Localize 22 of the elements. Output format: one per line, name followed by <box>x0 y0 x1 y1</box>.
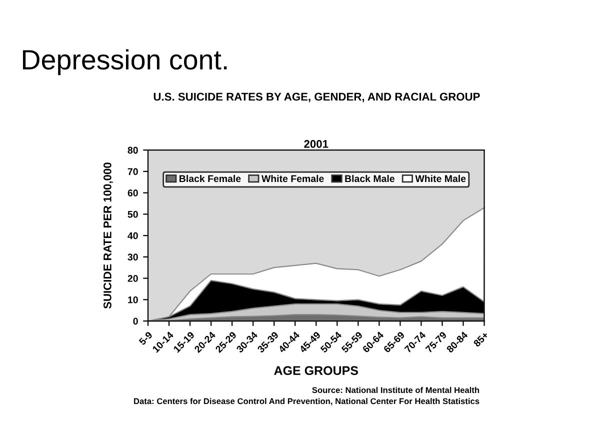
x-tick-label: 5-9 <box>138 331 153 346</box>
y-tick-label: 10 <box>128 296 138 304</box>
y-tick-label: 70 <box>128 168 138 176</box>
legend-label: Black Female <box>180 174 241 182</box>
y-tick-label: 50 <box>128 210 138 218</box>
text: Depression cont. <box>23 49 227 76</box>
y-tick-label: 0 <box>133 318 138 325</box>
chart-title: U.S. SUICIDE RATES BY AGE, GENDER, AND RACIAL GROUP <box>154 92 480 102</box>
legend-label: White Female <box>261 174 324 182</box>
y-axis-title: SUICIDE RATE PER 100,000 <box>104 162 113 309</box>
x-tick-label: 85+ <box>472 331 490 348</box>
legend-label: Black Male <box>345 174 394 182</box>
y-tick-label: 20 <box>128 275 138 282</box>
text: Data: Centers for Disease Control And Prevention, National Center For Health Statistics <box>134 398 480 406</box>
y-tick-label: 40 <box>128 232 138 240</box>
source-note: Source: National Institute of Mental Health <box>312 386 480 394</box>
y-tick-label: 60 <box>128 190 138 196</box>
legend-label: White Male <box>415 174 466 182</box>
x-axis-title: AGE GROUPS <box>274 366 358 376</box>
chart-subtitle: 2001 <box>304 140 328 148</box>
y-tick-label: 30 <box>128 254 138 261</box>
y-tick-label: 80 <box>128 146 138 154</box>
